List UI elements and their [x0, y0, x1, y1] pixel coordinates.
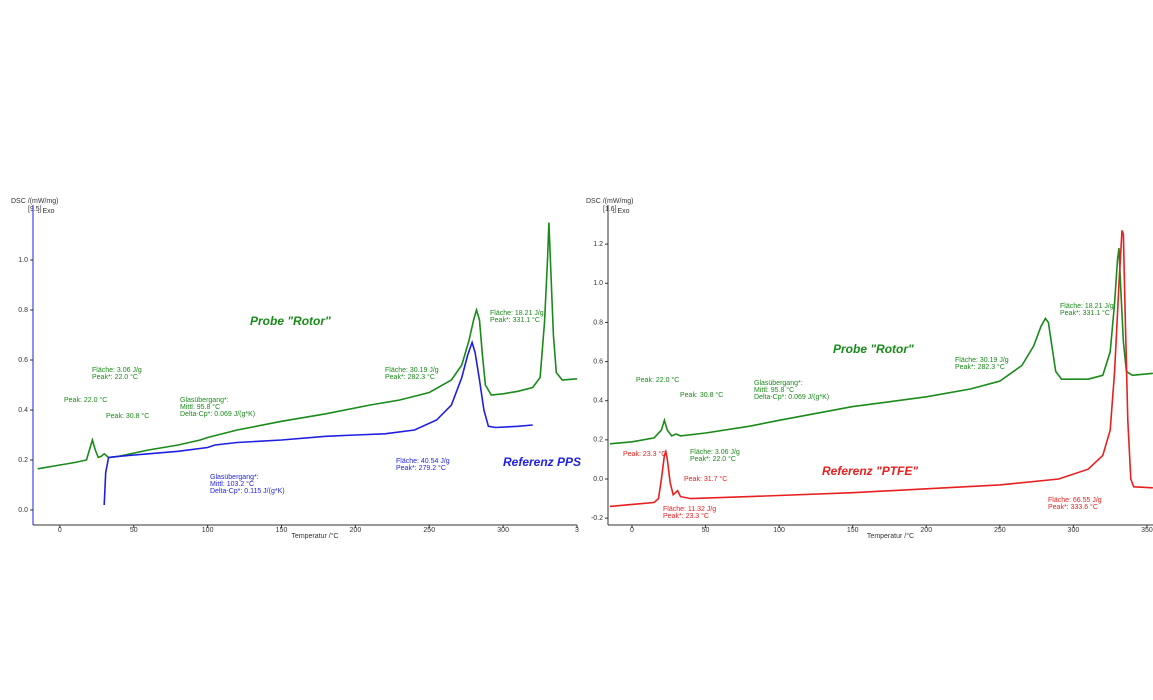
x-tick-label: 300	[497, 527, 509, 534]
x-tick-label: 250	[423, 527, 435, 534]
annotation: Peak: 30.8 °C	[680, 391, 723, 399]
annotation: Fläche: 30.19 J/g	[955, 357, 1009, 364]
dsc-curve	[609, 247, 1153, 445]
x-axis-label: Temperatur /°C	[291, 532, 338, 540]
y-tick-label: 0.4	[593, 398, 603, 405]
y-tick-label: 0.4	[18, 407, 28, 414]
annotation: Glasübergang*:	[210, 474, 259, 481]
annotation: Mittl: 95.8 °C	[180, 403, 220, 411]
annotation: Delta-Cp*: 0.069 J/(g*K)	[180, 411, 255, 418]
y-tick-label: 0.8	[18, 307, 28, 314]
x-tick-label: 100	[773, 527, 785, 534]
annotation: Glasübergang*:	[754, 380, 803, 387]
curve-label: Probe "Rotor"	[833, 342, 914, 356]
y-tick-label: 0.6	[18, 357, 28, 364]
x-tick-label: 50	[702, 527, 710, 534]
annotation: Fläche: 11.32 J/g	[663, 506, 716, 513]
annotation: Peak*: 23.3 °C	[663, 512, 709, 520]
exo-label: ↓ Exo	[612, 208, 630, 215]
y-tick-label: 0.2	[18, 457, 28, 464]
annotation: Fläche: 18.21 J/g	[490, 310, 544, 317]
x-tick-label: 250	[994, 527, 1006, 534]
annotation: Fläche: 40.54 J/g	[396, 458, 450, 465]
annotation: Peak*: 282.3 °C	[955, 363, 1005, 371]
y-tick-label: 1.0	[593, 280, 603, 287]
y-tick-label: 0.8	[593, 319, 603, 326]
x-tick-label: 3	[575, 527, 579, 534]
y-tick-label: 0.0	[18, 507, 28, 514]
y-scale-label: [1.6]	[603, 206, 617, 213]
y-tick-label: 1.0	[18, 257, 28, 264]
annotation: Delta-Cp*: 0.115 J/(g*K)	[210, 488, 285, 495]
x-tick-label: 200	[350, 527, 362, 534]
annotation: Peak*: 282.3 °C	[385, 373, 435, 381]
annotation: Peak*: 279.2 °C	[396, 464, 446, 472]
y-scale-label: [9.5]	[28, 206, 42, 213]
x-axis-label: Temperatur /°C	[867, 532, 914, 540]
annotation: Mittl: 103.2 °C	[210, 480, 254, 488]
annotation: Peak: 22.0 °C	[64, 396, 107, 404]
annotation: Delta-Cp*: 0.069 J/(g*K)	[754, 394, 829, 401]
annotation: Peak*: 331.1 °C	[1060, 309, 1110, 317]
annotation: Peak: 22.0 °C	[636, 376, 679, 384]
curve-label: Referenz PPS	[503, 455, 581, 469]
x-tick-label: 50	[130, 527, 138, 534]
dsc-curve	[37, 222, 578, 470]
annotation: Peak: 23.3 °C	[623, 450, 666, 458]
y-tick-label: 1.2	[593, 241, 603, 248]
x-tick-label: 350	[1141, 527, 1153, 534]
y-tick-label: 0.2	[593, 437, 603, 444]
annotation: Fläche: 66.55 J/g	[1048, 497, 1102, 504]
dsc-curve	[103, 339, 533, 506]
annotation: Fläche: 18.21 J/g	[1060, 303, 1114, 310]
annotation: Fläche: 3.06 J/g	[690, 449, 740, 456]
dsc-curve	[609, 230, 1153, 508]
x-tick-label: 200	[920, 527, 932, 534]
x-tick-label: 0	[630, 527, 634, 534]
annotation: Peak*: 22.0 °C	[92, 373, 138, 381]
curve-label: Probe "Rotor"	[250, 314, 331, 328]
y-tick-label: -0.2	[591, 515, 603, 522]
annotation: Fläche: 30.19 J/g	[385, 367, 439, 374]
annotation: Peak*: 333.6 °C	[1048, 503, 1098, 511]
annotation: Peak*: 331.1 °C	[490, 316, 540, 324]
y-axis-label: DSC /(mW/mg)	[586, 198, 633, 205]
exo-label: ↓ Exo	[37, 208, 55, 215]
annotation: Mittl: 95.8 °C	[754, 386, 794, 394]
annotation: Peak: 31.7 °C	[684, 475, 727, 483]
x-tick-label: 100	[202, 527, 214, 534]
annotation: Glasübergang*:	[180, 397, 229, 404]
annotation: Fläche: 3.06 J/g	[92, 367, 142, 374]
y-axis-label: DSC /(mW/mg)	[11, 198, 58, 205]
annotation: Peak*: 22.0 °C	[690, 455, 736, 463]
y-tick-label: 0.6	[593, 358, 603, 365]
x-tick-label: 150	[847, 527, 859, 534]
annotation: Peak: 30.8 °C	[106, 412, 149, 420]
y-tick-label: 0.0	[593, 476, 603, 483]
curve-label: Referenz "PTFE"	[822, 464, 918, 478]
x-tick-label: 0	[58, 527, 62, 534]
x-tick-label: 150	[276, 527, 288, 534]
x-tick-label: 300	[1068, 527, 1080, 534]
